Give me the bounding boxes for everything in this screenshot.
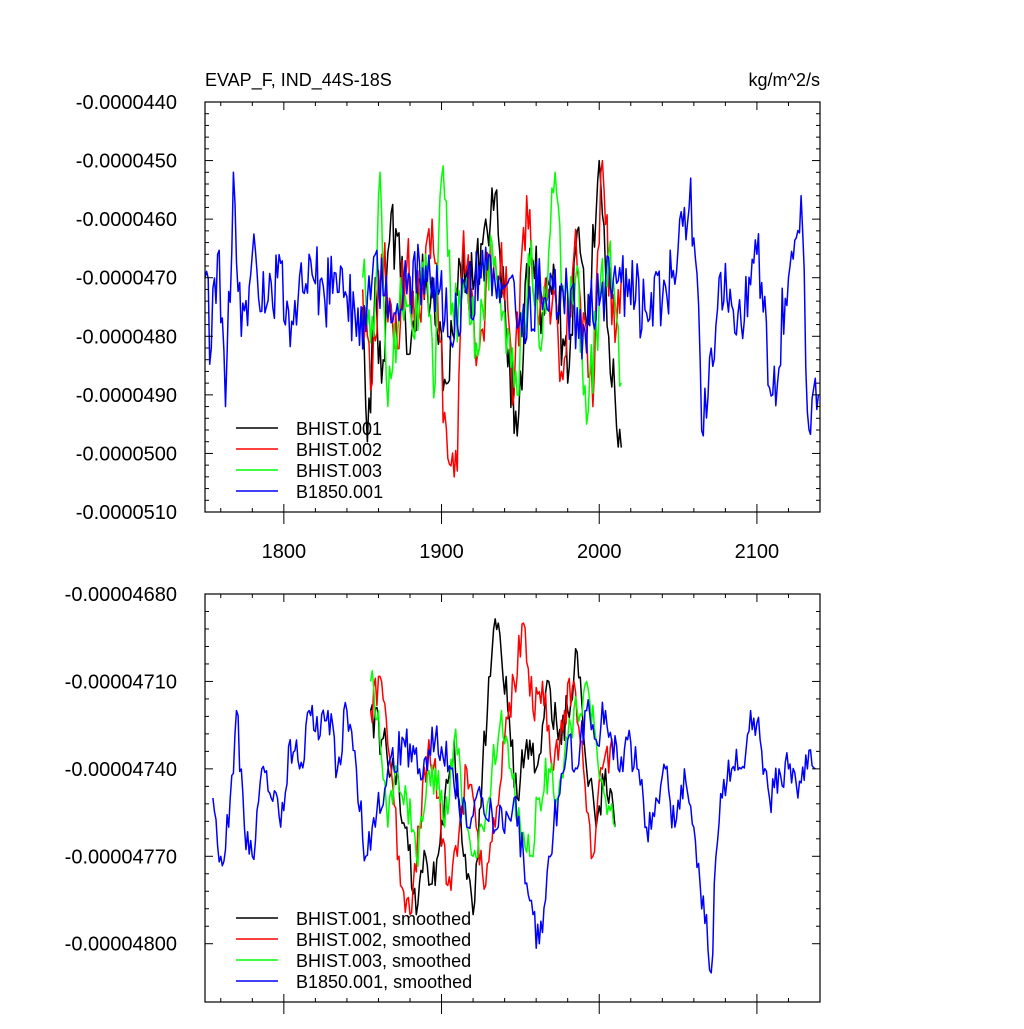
- tick-marks: [205, 593, 821, 1014]
- y-tick-label: -0.0000490: [76, 385, 177, 407]
- legend-label: BHIST.001, smoothed: [296, 909, 471, 929]
- series-line: [361, 165, 622, 425]
- legend-label: BHIST.003, smoothed: [296, 951, 471, 971]
- series-group: [212, 618, 816, 974]
- plot-frame: [204, 593, 821, 1003]
- chart-title: EVAP_F, IND_44S-18S: [205, 70, 392, 91]
- legend-label: BHIST.003: [296, 461, 382, 481]
- y-tick-label: -0.0000470: [76, 268, 177, 290]
- series-line: [212, 698, 816, 974]
- legend-label: B1850.001: [296, 482, 383, 502]
- tick-marks: [205, 101, 821, 524]
- x-tick-label: 1800: [262, 541, 307, 563]
- y-tick-label: -0.0000450: [76, 151, 177, 173]
- y-tick-label: -0.00004770: [65, 846, 177, 868]
- tick-labels: -0.0000440 -0.0000450 -0.0000460 -0.0000470…: [76, 92, 779, 563]
- x-tick-label: 2000: [577, 541, 622, 563]
- y-tick-label: -0.0000510: [76, 502, 177, 524]
- y-tick-label: -0.00004740: [65, 759, 177, 781]
- legend-label: BHIST.002: [296, 440, 382, 460]
- x-tick-label: 1900: [419, 541, 464, 563]
- legend-label: BHIST.002, smoothed: [296, 930, 471, 950]
- plot-frame: [204, 101, 821, 513]
- legend-label: B1850.001, smoothed: [296, 972, 472, 992]
- units-label: kg/m^2/s: [749, 70, 820, 90]
- chart-panel-evap: -0.0000440 -0.0000450 -0.0000460 -0.0000470…: [76, 70, 821, 563]
- y-tick-label: -0.0000480: [76, 326, 177, 348]
- series-line: [204, 171, 820, 437]
- series-line: [361, 159, 623, 448]
- x-tick-label: 2100: [735, 541, 780, 563]
- series-line: [369, 618, 616, 916]
- y-tick-label: -0.00004680: [65, 584, 177, 606]
- y-tick-label: -0.00004710: [65, 671, 177, 693]
- chart-panel-smoothed: -0.00004680 -0.00004710 -0.00004740 -0.0000…: [65, 584, 821, 1014]
- y-tick-label: -0.0000460: [76, 209, 177, 231]
- legend-label: BHIST.001: [296, 419, 382, 439]
- series-line: [369, 670, 616, 868]
- y-tick-label: -0.0000500: [76, 443, 177, 465]
- tick-labels: -0.00004680 -0.00004710 -0.00004740 -0.0000…: [65, 584, 177, 956]
- y-tick-label: -0.00004800: [65, 934, 177, 956]
- series-group: [204, 159, 820, 478]
- y-tick-label: -0.0000440: [76, 92, 177, 114]
